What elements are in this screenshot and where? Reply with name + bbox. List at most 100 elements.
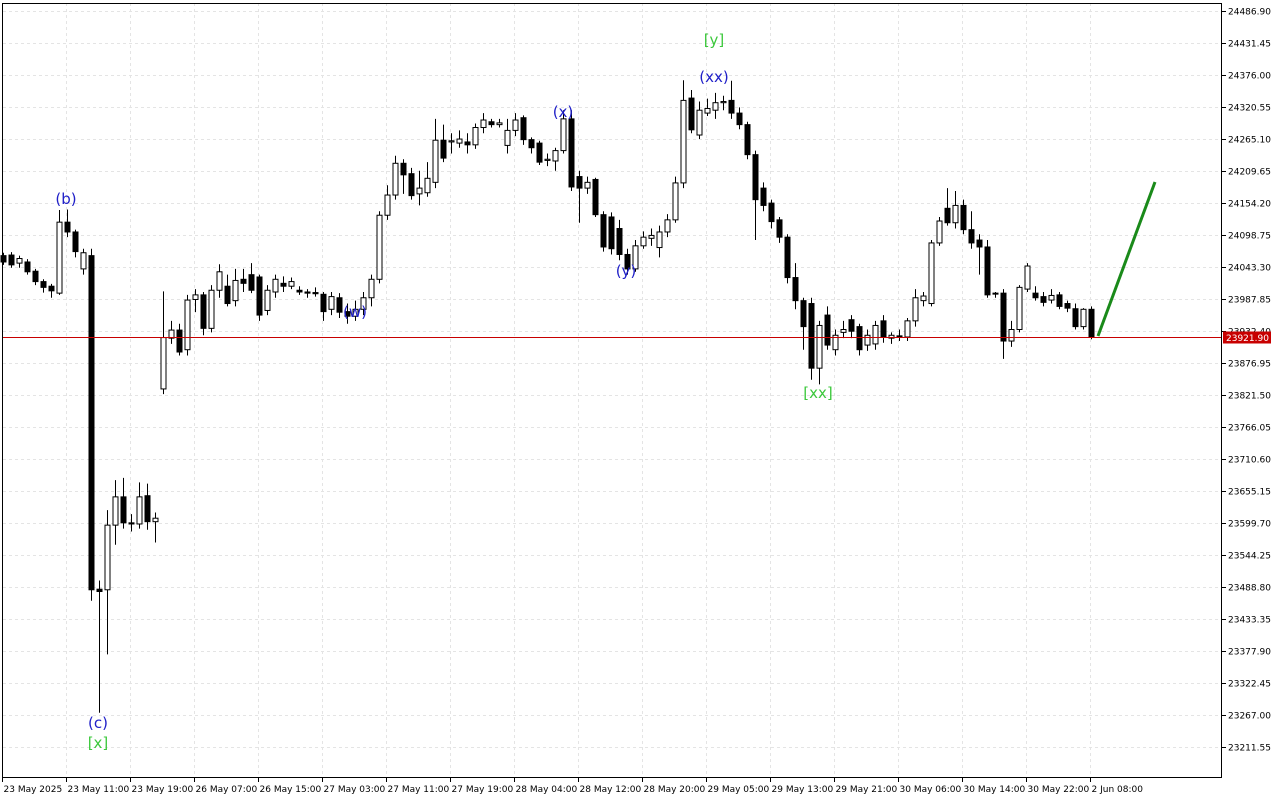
x-tick-label: 28 May 04:00	[516, 785, 578, 795]
y-tick-label: 23544.25	[1228, 552, 1271, 562]
candle-body	[240, 278, 247, 284]
candle-body	[80, 252, 87, 270]
wave-label: [xx]	[803, 384, 832, 402]
candle-body	[104, 524, 111, 591]
candle-body	[536, 142, 543, 163]
candle-body	[216, 271, 223, 291]
candle-body	[448, 140, 455, 143]
x-tick-label: 26 May 15:00	[260, 785, 322, 795]
candle-body	[1080, 308, 1087, 328]
y-tick-label: 23766.05	[1228, 424, 1271, 434]
candle-body	[960, 204, 967, 231]
candle-body	[616, 228, 623, 255]
current-price-box	[1223, 331, 1271, 344]
candle-body	[832, 334, 839, 351]
candle-body	[344, 311, 351, 317]
candle-body	[608, 216, 615, 250]
candle-body	[368, 278, 375, 299]
candle-body	[1064, 303, 1071, 309]
candle-body	[144, 495, 151, 523]
wave-label: (x)	[553, 103, 574, 121]
x-tick-label: 29 May 13:00	[772, 785, 834, 795]
candle-body	[224, 285, 231, 305]
candle-body	[296, 289, 303, 293]
candle-body	[704, 107, 711, 114]
candle-body	[440, 139, 447, 159]
candle-body	[680, 99, 687, 184]
current-price-label: 23921.90	[1226, 334, 1269, 344]
candle-body	[816, 324, 823, 369]
candle-body	[360, 297, 367, 310]
candle-body	[424, 177, 431, 194]
candle-body	[1040, 296, 1047, 303]
candle-body	[400, 162, 407, 176]
candle-body	[544, 158, 551, 161]
wave-label: (xx)	[699, 68, 728, 86]
candle-body	[848, 319, 855, 332]
candle-body	[912, 297, 919, 322]
y-tick-label: 23267.00	[1228, 712, 1271, 722]
candle-body	[192, 294, 199, 300]
candle-body	[776, 219, 783, 238]
wave-label: (w)	[343, 303, 367, 321]
candle-body	[744, 124, 751, 156]
candle-body	[328, 296, 335, 310]
y-tick-label: 23710.60	[1228, 456, 1271, 466]
y-tick-label: 24486.90	[1228, 8, 1271, 18]
candle-body	[920, 295, 927, 302]
y-tick-label: 23876.95	[1228, 360, 1271, 370]
candle-body	[256, 276, 263, 316]
candle-body	[176, 329, 183, 353]
x-tick-label: 29 May 21:00	[836, 785, 898, 795]
candle-body	[464, 141, 471, 146]
y-tick-label: 24154.20	[1228, 200, 1271, 210]
candle-body	[552, 150, 559, 162]
candle-body	[8, 254, 15, 266]
candle-body	[1072, 308, 1079, 328]
candle-body	[1024, 265, 1031, 290]
candle-body	[672, 182, 679, 221]
y-tick-label: 24431.45	[1228, 40, 1271, 50]
x-tick-label: 28 May 12:00	[580, 785, 642, 795]
candle-body	[824, 314, 831, 346]
candle-body	[808, 303, 815, 369]
candle-body	[560, 118, 567, 152]
wave-label: (y)	[616, 262, 637, 280]
candle-body	[664, 219, 671, 233]
candle-body	[1056, 294, 1063, 307]
candle-body	[728, 99, 735, 114]
candle-body	[600, 214, 607, 248]
wave-label: (b)	[55, 190, 76, 208]
candle-body	[184, 299, 191, 351]
candle-body	[88, 255, 95, 591]
candle-body	[800, 300, 807, 328]
candle-body	[112, 496, 119, 526]
candle-body	[96, 588, 103, 593]
candle-body	[72, 231, 79, 253]
candle-body	[592, 178, 599, 216]
candle-body	[16, 258, 23, 264]
candle-body	[1048, 294, 1055, 301]
candle-body	[752, 154, 759, 201]
candle-body	[896, 335, 903, 338]
candle-body	[512, 119, 519, 131]
y-tick-label: 24320.55	[1228, 104, 1271, 114]
candle-body	[952, 204, 959, 224]
candle-body	[1016, 286, 1023, 331]
candle-body	[480, 119, 487, 129]
candle-body	[944, 207, 951, 224]
y-tick-label: 24265.10	[1228, 136, 1271, 146]
x-tick-label: 29 May 05:00	[708, 785, 770, 795]
x-tick-label: 27 May 03:00	[324, 785, 386, 795]
candle-body	[48, 285, 55, 292]
candle-body	[312, 292, 319, 295]
candle-body	[576, 176, 583, 189]
x-tick-label: 30 May 06:00	[900, 785, 962, 795]
candle-body	[136, 496, 143, 525]
candle-body	[432, 139, 439, 183]
candle-body	[120, 496, 127, 524]
candle-body	[1088, 308, 1095, 338]
candle-body	[1008, 329, 1015, 342]
